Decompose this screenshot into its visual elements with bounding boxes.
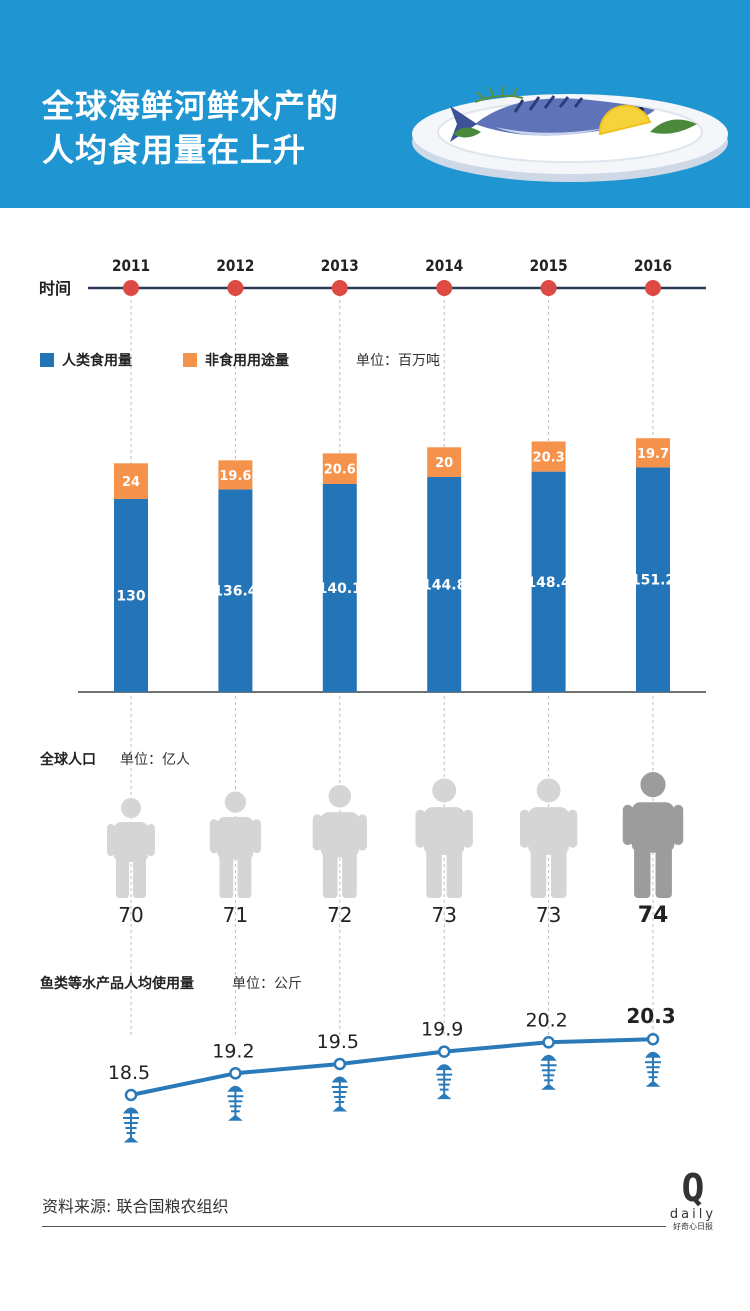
legend-swatch-food: [40, 353, 54, 367]
line-point-2013: [333, 1057, 347, 1071]
line-value-2015: 20.2: [525, 1009, 567, 1031]
timeline-dot-2012: [227, 280, 244, 296]
year-label-2015: 2015: [530, 256, 568, 275]
population-title: 全球人口: [39, 751, 96, 768]
title-line-2: 人均食用量在上升: [42, 131, 307, 169]
bar-label-food-2014: 144.8: [422, 577, 466, 593]
timeline-dot-2014: [436, 280, 453, 296]
person-icon-2014: [415, 778, 473, 898]
bar-nonfood-2015: [531, 441, 566, 472]
year-label-2014: 2014: [425, 256, 463, 275]
line-value-2012: 19.2: [212, 1040, 254, 1062]
herb-leaf: [476, 86, 518, 99]
brand-chinese-name: 好奇心日报: [673, 1222, 713, 1231]
line-value-2016: 20.3: [626, 1004, 675, 1028]
title-line-1: 全球海鲜河鲜水产的: [42, 87, 340, 125]
bar-label-food-2011: 130: [116, 588, 145, 604]
fish-bone-icon-2014: [436, 1064, 453, 1100]
person-icon-2012: [209, 791, 261, 898]
leaf-right: [650, 119, 697, 134]
bar-food-2013: [322, 483, 357, 692]
bar-label-nonfood-2016: 19.7: [637, 447, 669, 462]
bar-label-nonfood-2012: 19.6: [219, 469, 251, 484]
source-note: 资料来源: 联合国粮农组织: [42, 1197, 229, 1216]
lemon-slice: [598, 104, 652, 136]
line-point-2011: [124, 1088, 138, 1102]
population-value-2014: 73: [431, 903, 456, 927]
population-value-2013: 72: [327, 903, 352, 927]
percapita-line: [130, 1037, 654, 1097]
fish-bone-icon-2015: [540, 1054, 557, 1090]
population-value-2016: 74: [638, 903, 669, 928]
brand-mark: Q: [681, 1166, 705, 1210]
timeline-dot-2016: [645, 280, 661, 296]
bar-food-2016: [636, 467, 670, 692]
bar-food-2014: [427, 476, 462, 692]
line-value-2011: 18.5: [108, 1062, 150, 1084]
bar-label-food-2015: 148.4: [526, 575, 571, 591]
population-value-2015: 73: [536, 903, 561, 927]
page-title: 全球海鲜河鲜水产的 人均食用量在上升: [42, 84, 339, 172]
fish-plate-illustration: [412, 86, 728, 182]
year-label-2013: 2013: [321, 256, 359, 275]
line-point-2012: [229, 1067, 242, 1080]
year-label-2011: 2011: [112, 256, 150, 275]
bar-label-nonfood-2015: 20.3: [533, 451, 565, 466]
fish-bone-icon-2013: [331, 1076, 348, 1112]
legend-label-nonfood: 非食用用途量: [205, 352, 289, 369]
timeline-dot-2011: [123, 280, 139, 296]
year-label-2016: 2016: [634, 256, 672, 275]
footer-rule: [42, 1226, 666, 1227]
bar-nonfood-2012: [218, 460, 253, 490]
brand-logo: Q daily 好奇心日报: [668, 1168, 718, 1232]
bar-nonfood-2014: [427, 447, 462, 477]
legend-swatch-nonfood: [183, 353, 197, 367]
bar-nonfood-2011: [114, 463, 148, 499]
fish-bone-icon-2011: [123, 1107, 139, 1143]
line-point-2016: [646, 1032, 660, 1046]
person-icon-2013: [312, 785, 367, 898]
bar-unit-label: 单位：百万吨: [356, 353, 440, 369]
person-icon-2016: [622, 772, 684, 898]
line-point-2015: [542, 1036, 555, 1049]
legend-label-food: 人类食用量: [62, 352, 132, 369]
year-label-2012: 2012: [216, 256, 254, 275]
population-value-2012: 71: [223, 903, 248, 927]
bar-label-nonfood-2011: 24: [122, 475, 140, 490]
brand-name: daily: [669, 1207, 717, 1222]
fish-belly: [495, 127, 605, 136]
bar-food-2012: [218, 489, 253, 692]
population-value-2011: 70: [118, 903, 143, 927]
person-icon-2011: [107, 798, 155, 898]
leaf-left: [453, 127, 481, 138]
fish-bone-icon-2016: [645, 1051, 661, 1087]
line-value-2013: 19.5: [317, 1031, 359, 1053]
bar-food-2011: [114, 498, 148, 692]
bar-food-2015: [531, 471, 566, 692]
percapita-unit: 单位：公斤: [232, 976, 302, 992]
timeline-dot-2015: [540, 280, 557, 296]
header-banner: 全球海鲜河鲜水产的 人均食用量在上升: [0, 0, 750, 208]
fish-stripes: [513, 95, 584, 113]
person-icon-2015: [519, 778, 578, 898]
bar-nonfood-2013: [322, 453, 357, 484]
bar-label-nonfood-2013: 20.6: [324, 463, 356, 478]
line-point-2014: [437, 1045, 451, 1058]
bar-label-food-2013: 140.1: [318, 581, 362, 597]
herb-sprig: [474, 94, 524, 103]
percapita-title: 鱼类等水产品人均使用量: [40, 975, 194, 992]
bar-label-food-2012: 136.4: [213, 584, 258, 600]
population-unit: 单位：亿人: [120, 752, 190, 768]
bar-nonfood-2016: [636, 438, 670, 468]
bar-label-nonfood-2014: 20: [435, 456, 453, 471]
bar-label-food-2016: 151.2: [631, 573, 675, 589]
timeline-label: 时间: [39, 279, 71, 298]
fish-bone-icon-2012: [227, 1085, 244, 1121]
timeline-dot-2013: [331, 280, 348, 296]
line-value-2014: 19.9: [421, 1019, 463, 1041]
